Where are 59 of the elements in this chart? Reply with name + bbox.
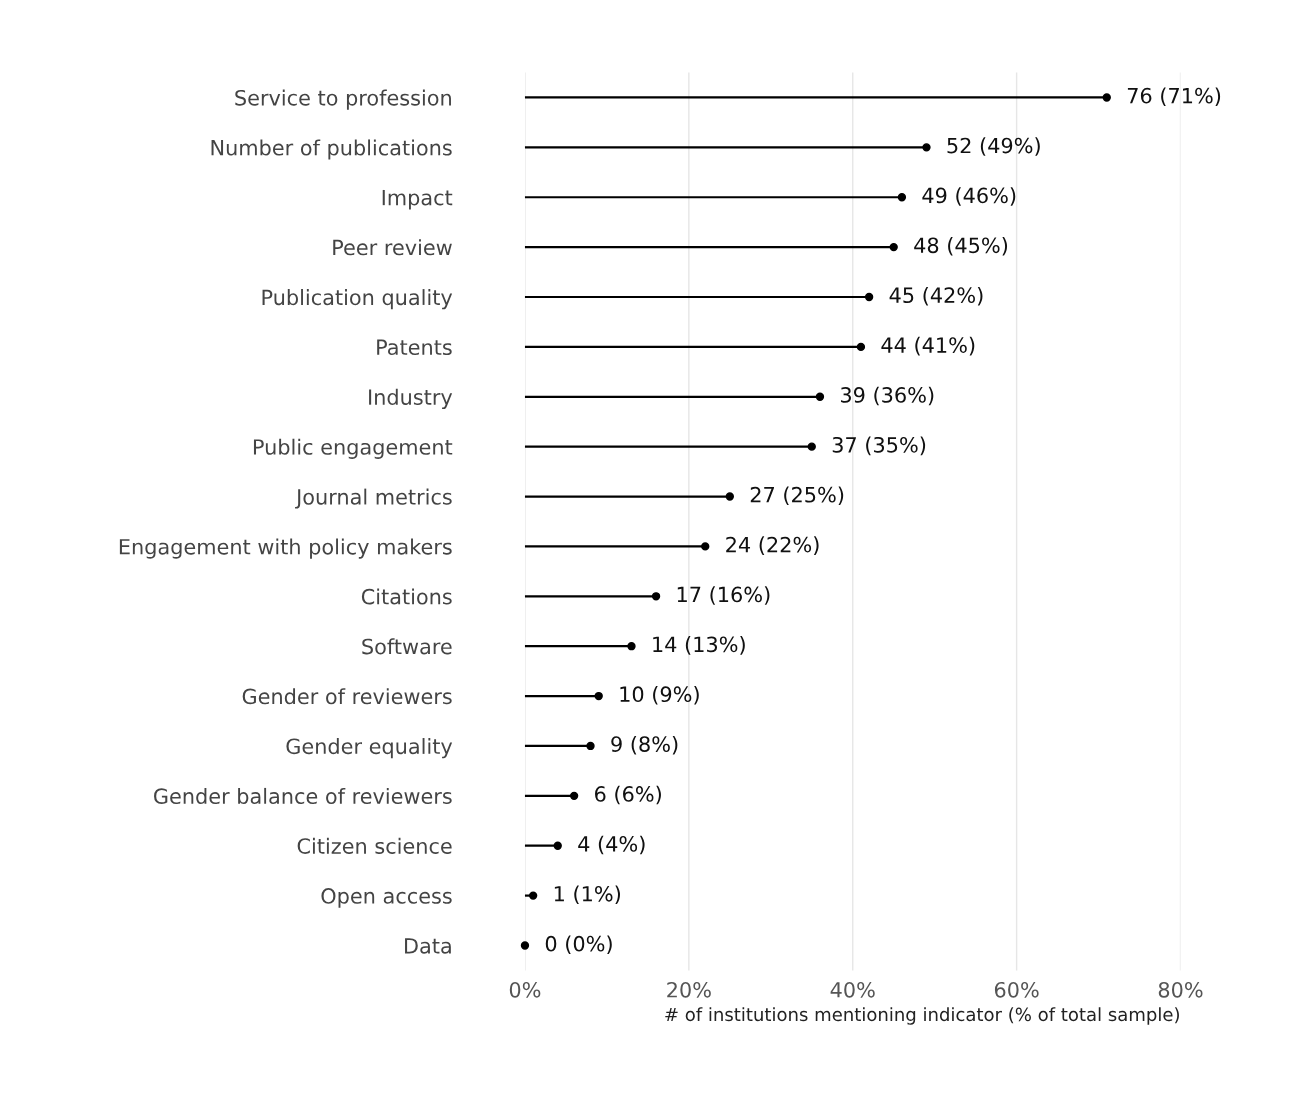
y-tick-label: Impact xyxy=(382,189,453,210)
y-tick-label: Patents xyxy=(377,339,452,356)
point xyxy=(701,542,710,551)
y-tick-label: Citizen science xyxy=(297,837,452,854)
point xyxy=(807,442,816,451)
data-label: 44 (41%) xyxy=(881,336,975,356)
data-label: 6 (6%) xyxy=(595,785,661,805)
y-tick-label: Service to profession xyxy=(235,89,451,110)
data-label: 14 (13%) xyxy=(653,636,745,655)
point xyxy=(856,342,866,352)
point xyxy=(922,143,931,152)
point xyxy=(1102,93,1111,102)
data-label: 17 (16%) xyxy=(677,586,770,605)
x-tick-label: 80% xyxy=(1158,981,1203,998)
data-label: 4 (4%) xyxy=(578,835,645,855)
y-tick-label: Gender balance of reviewers xyxy=(154,787,452,805)
data-label: 45 (42%) xyxy=(889,286,983,306)
data-label: 10 (9%) xyxy=(620,686,699,705)
y-tick-label: Software xyxy=(362,638,452,655)
y-tick-label: Engagement with policy makers xyxy=(119,538,452,559)
data-label: 76 (71%) xyxy=(1127,87,1221,106)
data-label: 24 (22%) xyxy=(726,536,819,555)
point xyxy=(889,242,898,252)
point xyxy=(651,592,661,601)
point xyxy=(553,841,562,850)
data-label: 1 (1%) xyxy=(554,885,620,905)
x-tick-label: 20% xyxy=(667,981,711,998)
y-tick-label: Gender equality xyxy=(286,738,453,759)
y-tick-label: Peer review xyxy=(333,239,452,256)
data-label: 39 (36%) xyxy=(840,386,934,406)
data-label: 27 (25%) xyxy=(750,486,844,506)
data-label: 49 (46%) xyxy=(922,187,1016,206)
y-tick-label: Open access xyxy=(321,888,452,908)
y-tick-label: Journal metrics xyxy=(295,488,452,509)
y-tick-label: Public engagement xyxy=(253,438,453,459)
y-tick-label: Publication quality xyxy=(262,289,453,310)
point xyxy=(627,642,636,651)
point xyxy=(528,891,538,900)
y-tick-label: Citations xyxy=(361,588,452,605)
data-label: 52 (49%) xyxy=(947,137,1040,156)
point xyxy=(897,193,907,202)
point xyxy=(725,492,734,501)
y-tick-label: Number of publications xyxy=(211,139,452,160)
data-label: 37 (35%) xyxy=(832,436,926,456)
x-tick-label: 40% xyxy=(830,981,875,998)
point xyxy=(815,392,825,401)
point xyxy=(594,691,603,701)
point xyxy=(569,791,579,800)
x-tick-label: 60% xyxy=(994,981,1039,998)
data-label: 9 (8%) xyxy=(611,735,678,755)
y-tick-label: Data xyxy=(405,938,451,954)
point xyxy=(864,292,874,302)
x-tick-label: 0% xyxy=(509,981,541,998)
x-axis-title: # of institutions mentioning indicator (% of total sample) xyxy=(665,1007,1179,1025)
y-tick-label: Gender of reviewers xyxy=(242,688,452,705)
y-tick-label: Industry xyxy=(369,388,453,410)
point xyxy=(586,741,595,751)
data-label: 48 (45%) xyxy=(914,237,1008,256)
data-label: 0 (0%) xyxy=(545,935,612,954)
